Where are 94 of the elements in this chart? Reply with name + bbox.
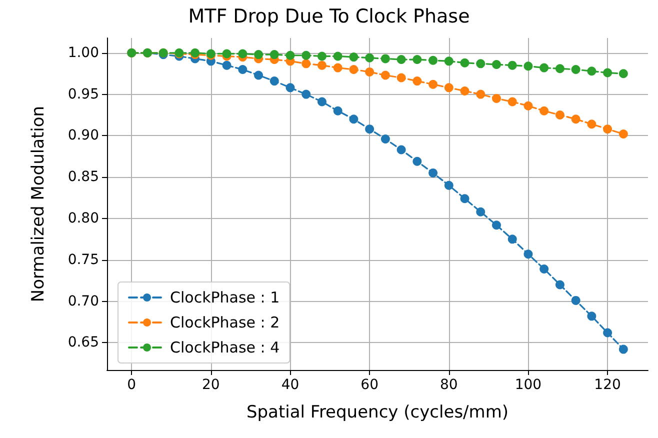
point [238,49,248,58]
point [254,70,264,80]
point [270,76,279,86]
x-tick-label: 20 [202,377,220,393]
point [412,156,422,166]
point [508,234,517,244]
point [460,58,470,68]
point [286,50,295,60]
point [302,59,311,68]
point [476,59,486,68]
point [555,64,564,74]
point [492,94,501,103]
x-tick-label: 120 [594,377,621,393]
point [349,52,358,62]
point [380,70,390,80]
point [317,52,326,61]
point [492,60,501,69]
point [571,114,580,124]
point [333,106,342,116]
point [603,328,612,338]
point [508,60,517,70]
point [238,64,248,74]
point [349,114,358,124]
y-tick-label: 1.00 [68,44,99,61]
point [540,106,549,116]
point [396,55,406,64]
y-axis-title: Normalized Modulation [28,106,48,302]
y-tick-label: 0.95 [68,86,99,102]
y-tick-label: 0.75 [68,252,99,268]
point [555,110,564,120]
x-tick-label: 40 [281,377,300,393]
point [444,180,454,190]
point [380,134,390,144]
x-axis-title: Spatial Frequency (cycles/mm) [246,402,509,422]
x-tick-label: 100 [514,377,542,393]
point [587,312,596,321]
point [428,56,438,65]
point [460,194,470,204]
x-tick-label: 60 [360,377,378,393]
point [460,86,470,96]
point [444,56,454,66]
legend-label: ClockPhase : 1 [170,288,280,306]
point [618,69,628,78]
point [555,280,564,290]
point [412,55,422,64]
point [333,63,342,72]
point [428,80,438,89]
point [428,168,438,178]
point [524,101,533,110]
point [618,344,628,354]
point [302,90,311,99]
point [603,124,612,134]
y-tick-label: 0.65 [68,334,99,351]
point [333,52,342,61]
y-tick-label: 0.70 [68,293,99,310]
legend-label: ClockPhase : 2 [170,314,280,332]
y-tick-label: 0.90 [68,128,99,144]
point [524,62,533,71]
point [508,97,517,106]
point [317,60,326,70]
point [286,83,295,92]
point [302,50,311,60]
point [618,130,628,139]
point [412,76,422,86]
point [222,49,232,58]
point [254,50,264,60]
point [587,120,596,129]
point [380,54,390,64]
point [540,63,549,72]
point [571,64,580,74]
point [540,264,549,274]
point [396,73,406,82]
legend-label: ClockPhase : 4 [170,338,280,356]
point [587,66,596,76]
point [492,220,501,230]
point [476,207,486,216]
y-tick-label: 0.80 [68,210,99,226]
point [222,60,232,70]
y-tick-label: 0.85 [68,169,99,186]
x-tick-label: 80 [440,377,458,393]
point [349,64,358,74]
point [396,145,406,154]
point [571,296,580,305]
point [270,50,279,60]
point [524,250,533,259]
point [317,97,326,106]
point [444,83,454,92]
point [365,67,374,76]
point [365,124,374,134]
chart-title: MTF Drop Due To Clock Phase [188,6,470,28]
point [365,53,374,62]
point [476,90,486,99]
x-tick-label: 0 [127,377,136,393]
point [603,68,612,78]
